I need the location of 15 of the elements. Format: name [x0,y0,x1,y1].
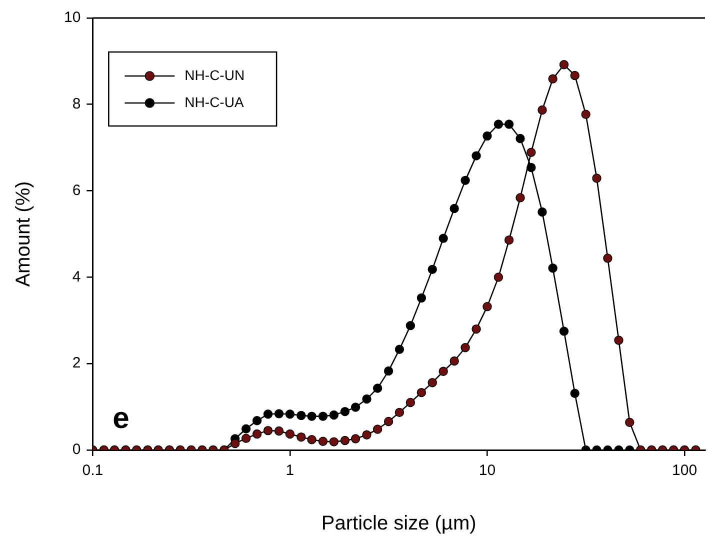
legend-label: NH-C-UA [184,94,244,110]
x-tick-label: 10 [478,462,496,480]
legend-label: NH-C-UN [184,66,245,83]
x-tick-label: 100 [672,462,698,480]
annotation: e [112,402,130,435]
y-tick-label: 6 [72,182,81,199]
x-tick-label: 0.1 [82,462,104,480]
x-tick-label: 1 [286,462,294,480]
x-axis-title: Particle size (µm) [321,512,476,535]
y-tick-label: 8 [72,96,81,113]
y-tick-label: 2 [72,354,81,372]
y-tick-label: 4 [72,268,81,286]
y-tick-label: 0 [72,441,81,458]
y-axis-title: Amount (%) [12,181,35,287]
y-tick-label: 10 [64,9,81,26]
